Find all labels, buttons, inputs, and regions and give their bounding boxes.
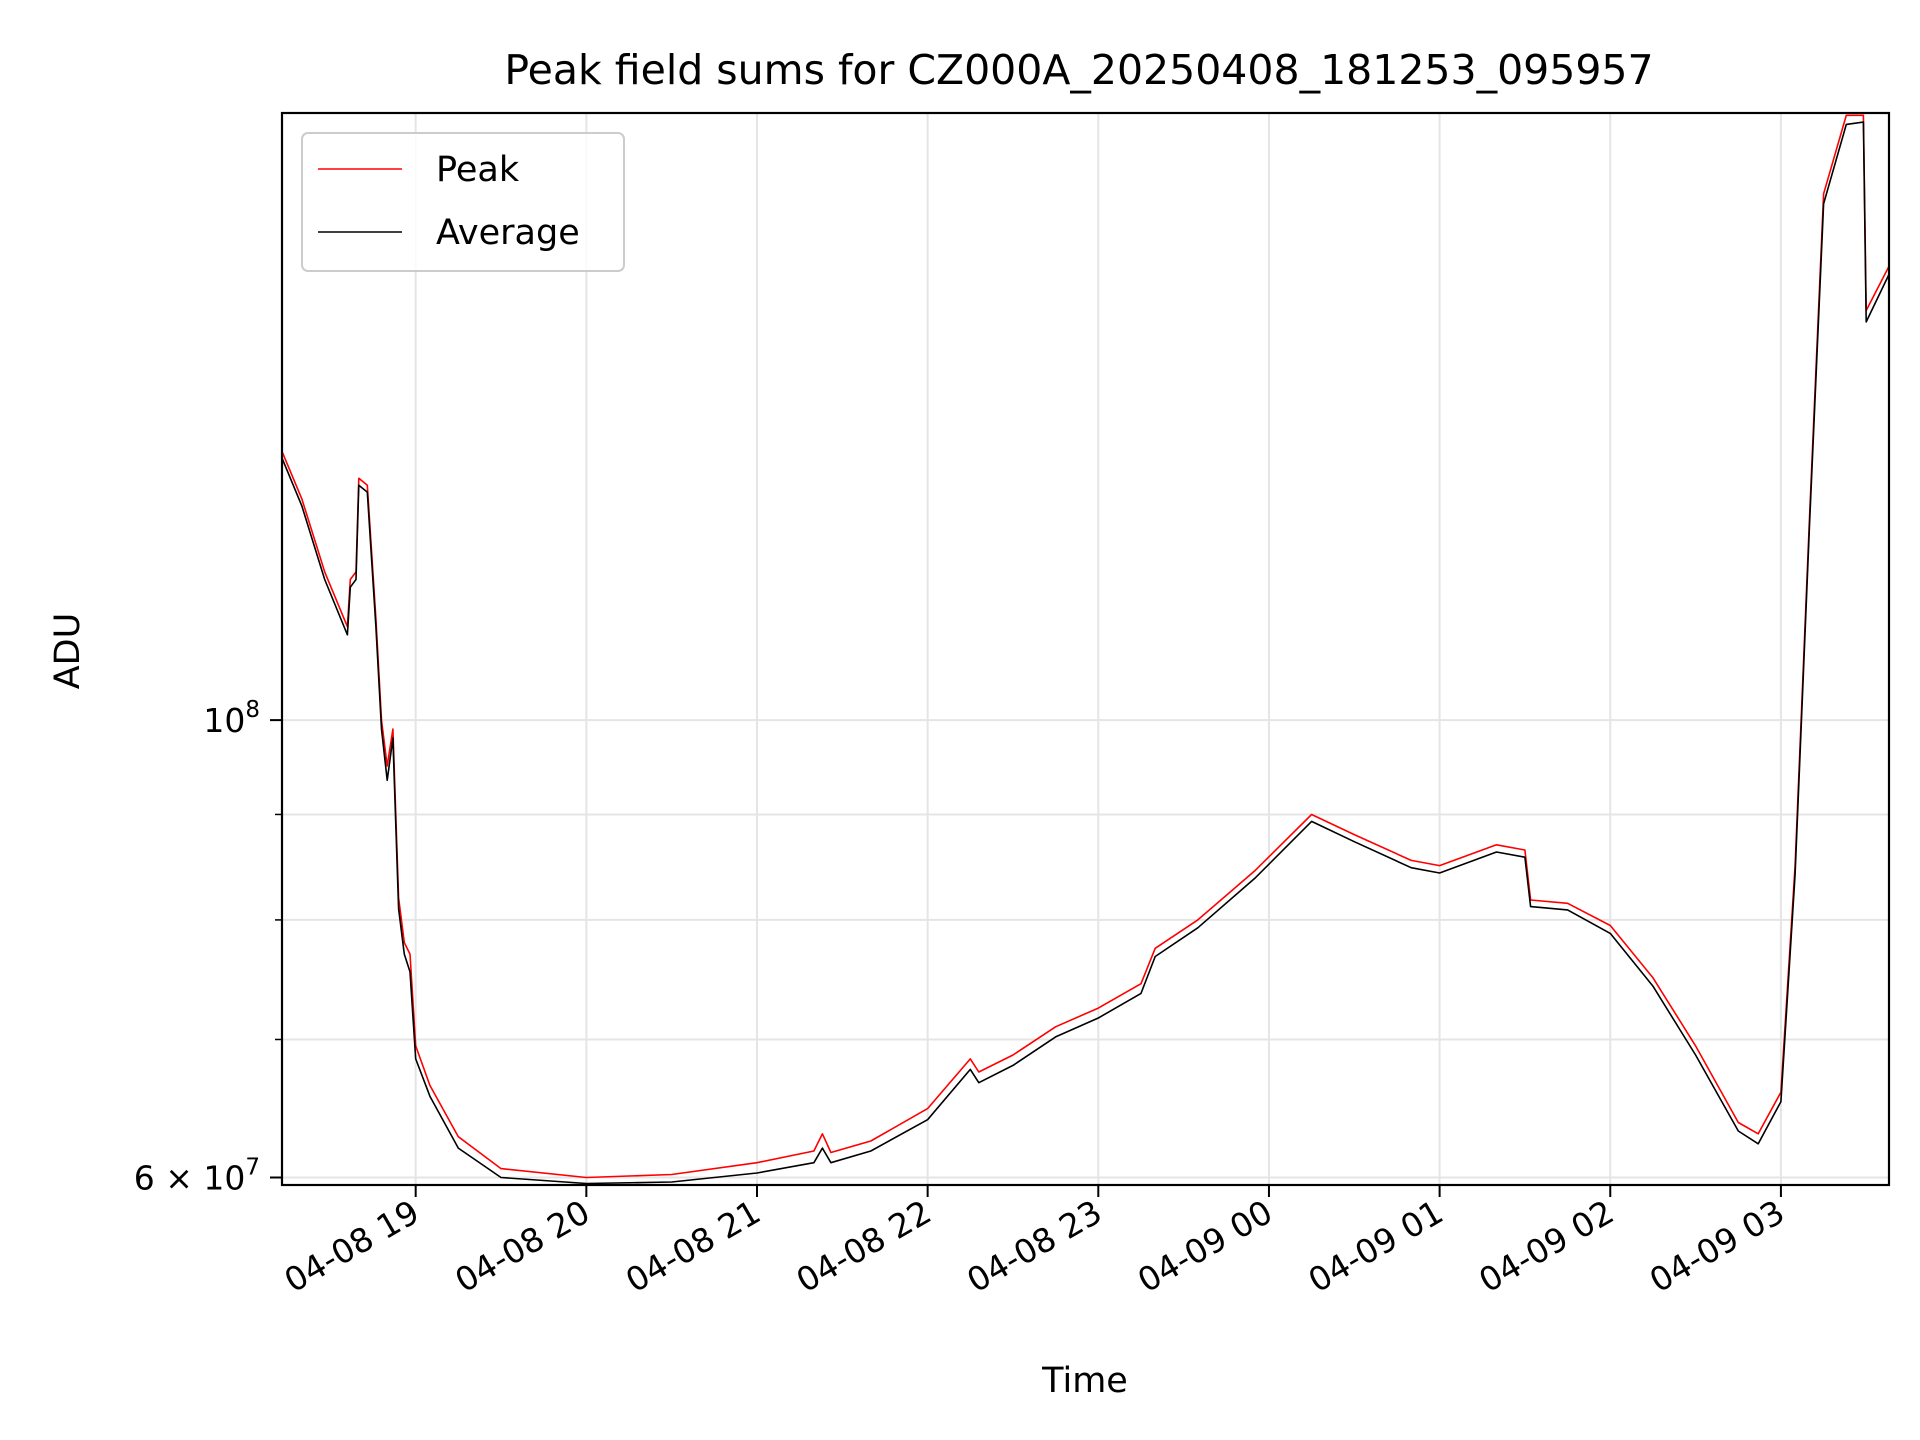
- legend-frame: [301, 132, 625, 272]
- legend: Peak Average: [301, 132, 625, 272]
- series-line-average: [281, 121, 1890, 1185]
- y-tick-exponent: 7: [245, 1155, 260, 1181]
- grid: [282, 113, 1889, 1185]
- plot-frame: [280, 111, 1891, 1187]
- y-tick-label: 108: [203, 697, 260, 740]
- y-axis-label: ADU: [48, 613, 88, 690]
- legend-peak-label: Peak: [436, 150, 520, 190]
- y-tick-base: 10: [203, 701, 245, 740]
- y-tick-label: 6 × 107: [134, 1155, 260, 1198]
- series-layer: [281, 114, 1890, 1185]
- x-axis-label: Time: [1041, 1361, 1128, 1401]
- chart-title: Peak field sums for CZ000A_20250408_1812…: [504, 46, 1653, 94]
- series-line-peak: [281, 114, 1890, 1179]
- y-tick-base: 6 × 10: [134, 1159, 246, 1198]
- y-tick-exponent: 8: [245, 697, 260, 723]
- legend-average-label: Average: [436, 213, 580, 253]
